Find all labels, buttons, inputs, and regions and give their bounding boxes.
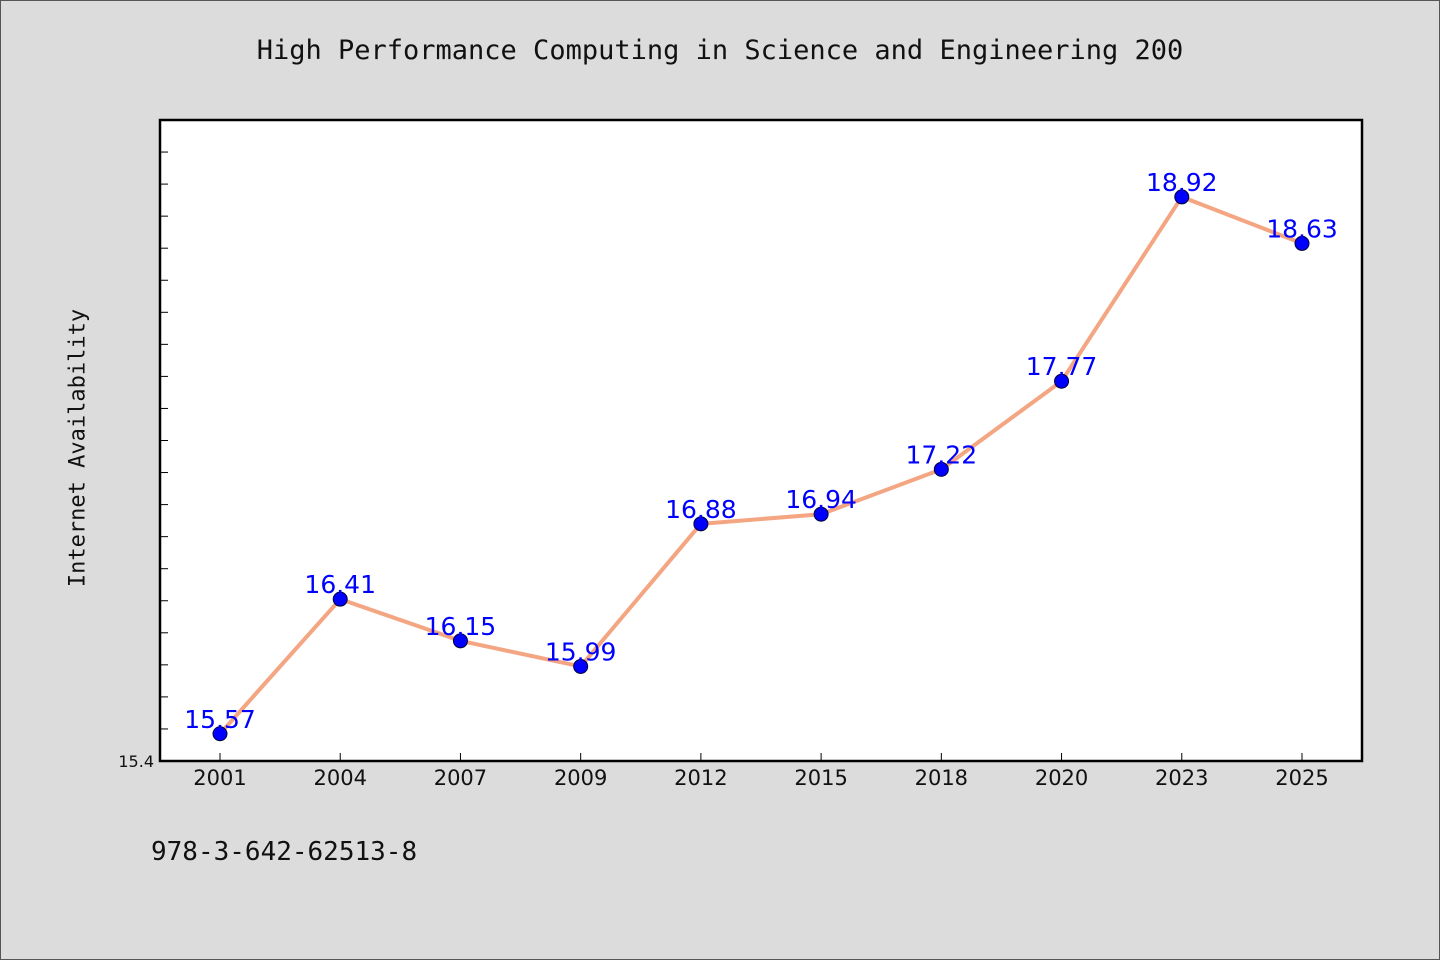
x-tick-label: 2020 xyxy=(1035,766,1088,790)
data-point xyxy=(813,506,829,522)
x-tick-label: 2023 xyxy=(1155,766,1208,790)
x-tick-label: 2025 xyxy=(1275,766,1328,790)
data-label: 16.88 xyxy=(665,495,737,524)
x-tick-label: 2012 xyxy=(674,766,727,790)
x-tick-label: 2001 xyxy=(193,766,246,790)
data-label: 15.57 xyxy=(184,705,256,734)
x-tick-label: 2007 xyxy=(434,766,487,790)
data-point xyxy=(1054,373,1070,389)
data-label: 16.41 xyxy=(304,570,376,599)
y-tick-label: 15.4 xyxy=(118,752,154,771)
data-point xyxy=(693,516,709,532)
data-point xyxy=(452,633,468,649)
x-tick-label: 2004 xyxy=(313,766,366,790)
data-point xyxy=(933,461,949,477)
x-tick-label: 2018 xyxy=(915,766,968,790)
plot-frame xyxy=(158,118,1364,763)
data-point xyxy=(1294,235,1310,251)
data-label: 15.99 xyxy=(545,637,617,666)
data-label: 16.94 xyxy=(785,485,857,514)
x-tick-label: 2015 xyxy=(794,766,847,790)
data-label: 17.22 xyxy=(906,440,978,469)
data-label: 18.63 xyxy=(1266,214,1338,243)
data-label: 16.15 xyxy=(425,612,497,641)
x-tick-label: 2009 xyxy=(554,766,607,790)
data-label: 18.92 xyxy=(1146,168,1218,197)
series-line xyxy=(218,194,1304,736)
data-point xyxy=(1174,189,1190,205)
chart-title: High Performance Computing in Science an… xyxy=(256,35,1184,66)
isbn-text: 978-3-642-62513-8 xyxy=(151,837,418,867)
data-point xyxy=(212,726,228,742)
data-label: 17.77 xyxy=(1026,352,1098,381)
data-point xyxy=(573,658,589,674)
plot-area xyxy=(160,120,1362,761)
data-point xyxy=(332,591,348,607)
